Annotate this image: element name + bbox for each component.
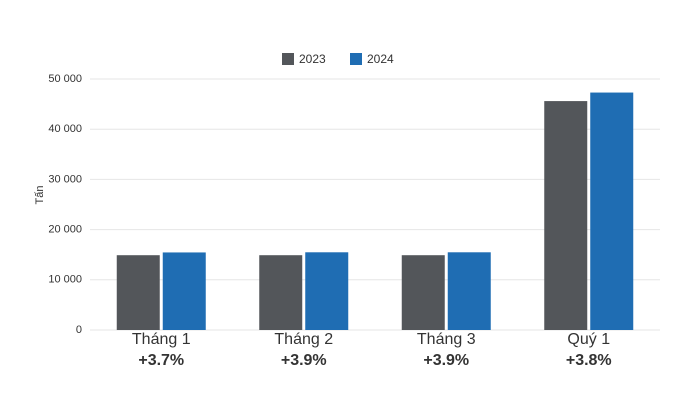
y-tick-label: 50 000 bbox=[48, 73, 82, 85]
annotation: +3.8% bbox=[566, 352, 612, 369]
y-tick-label: 0 bbox=[76, 324, 82, 336]
bar bbox=[259, 255, 303, 330]
legend-label: 2023 bbox=[299, 52, 326, 66]
x-tick-label: Tháng 1 bbox=[132, 331, 191, 348]
x-tick-label: Tháng 2 bbox=[274, 331, 333, 348]
bar bbox=[447, 252, 491, 330]
legend-swatch bbox=[282, 53, 294, 65]
y-tick-label: 40 000 bbox=[48, 123, 82, 135]
annotation: +3.9% bbox=[423, 352, 469, 369]
bar bbox=[590, 92, 634, 330]
y-tick-label: 30 000 bbox=[48, 173, 82, 185]
y-tick-label: 20 000 bbox=[48, 224, 82, 236]
x-tick-label: Quý 1 bbox=[567, 331, 610, 348]
bar bbox=[305, 252, 349, 330]
bar bbox=[401, 255, 445, 330]
y-axis-label: Tấn bbox=[34, 186, 46, 205]
annotation: +3.7% bbox=[138, 352, 184, 369]
bar bbox=[544, 101, 588, 330]
x-tick-label: Tháng 3 bbox=[417, 331, 476, 348]
y-tick-label: 10 000 bbox=[48, 274, 82, 286]
bar bbox=[162, 252, 206, 330]
legend-swatch bbox=[350, 53, 362, 65]
legend-label: 2024 bbox=[367, 52, 394, 66]
bar bbox=[116, 255, 160, 330]
annotation: +3.9% bbox=[281, 352, 327, 369]
